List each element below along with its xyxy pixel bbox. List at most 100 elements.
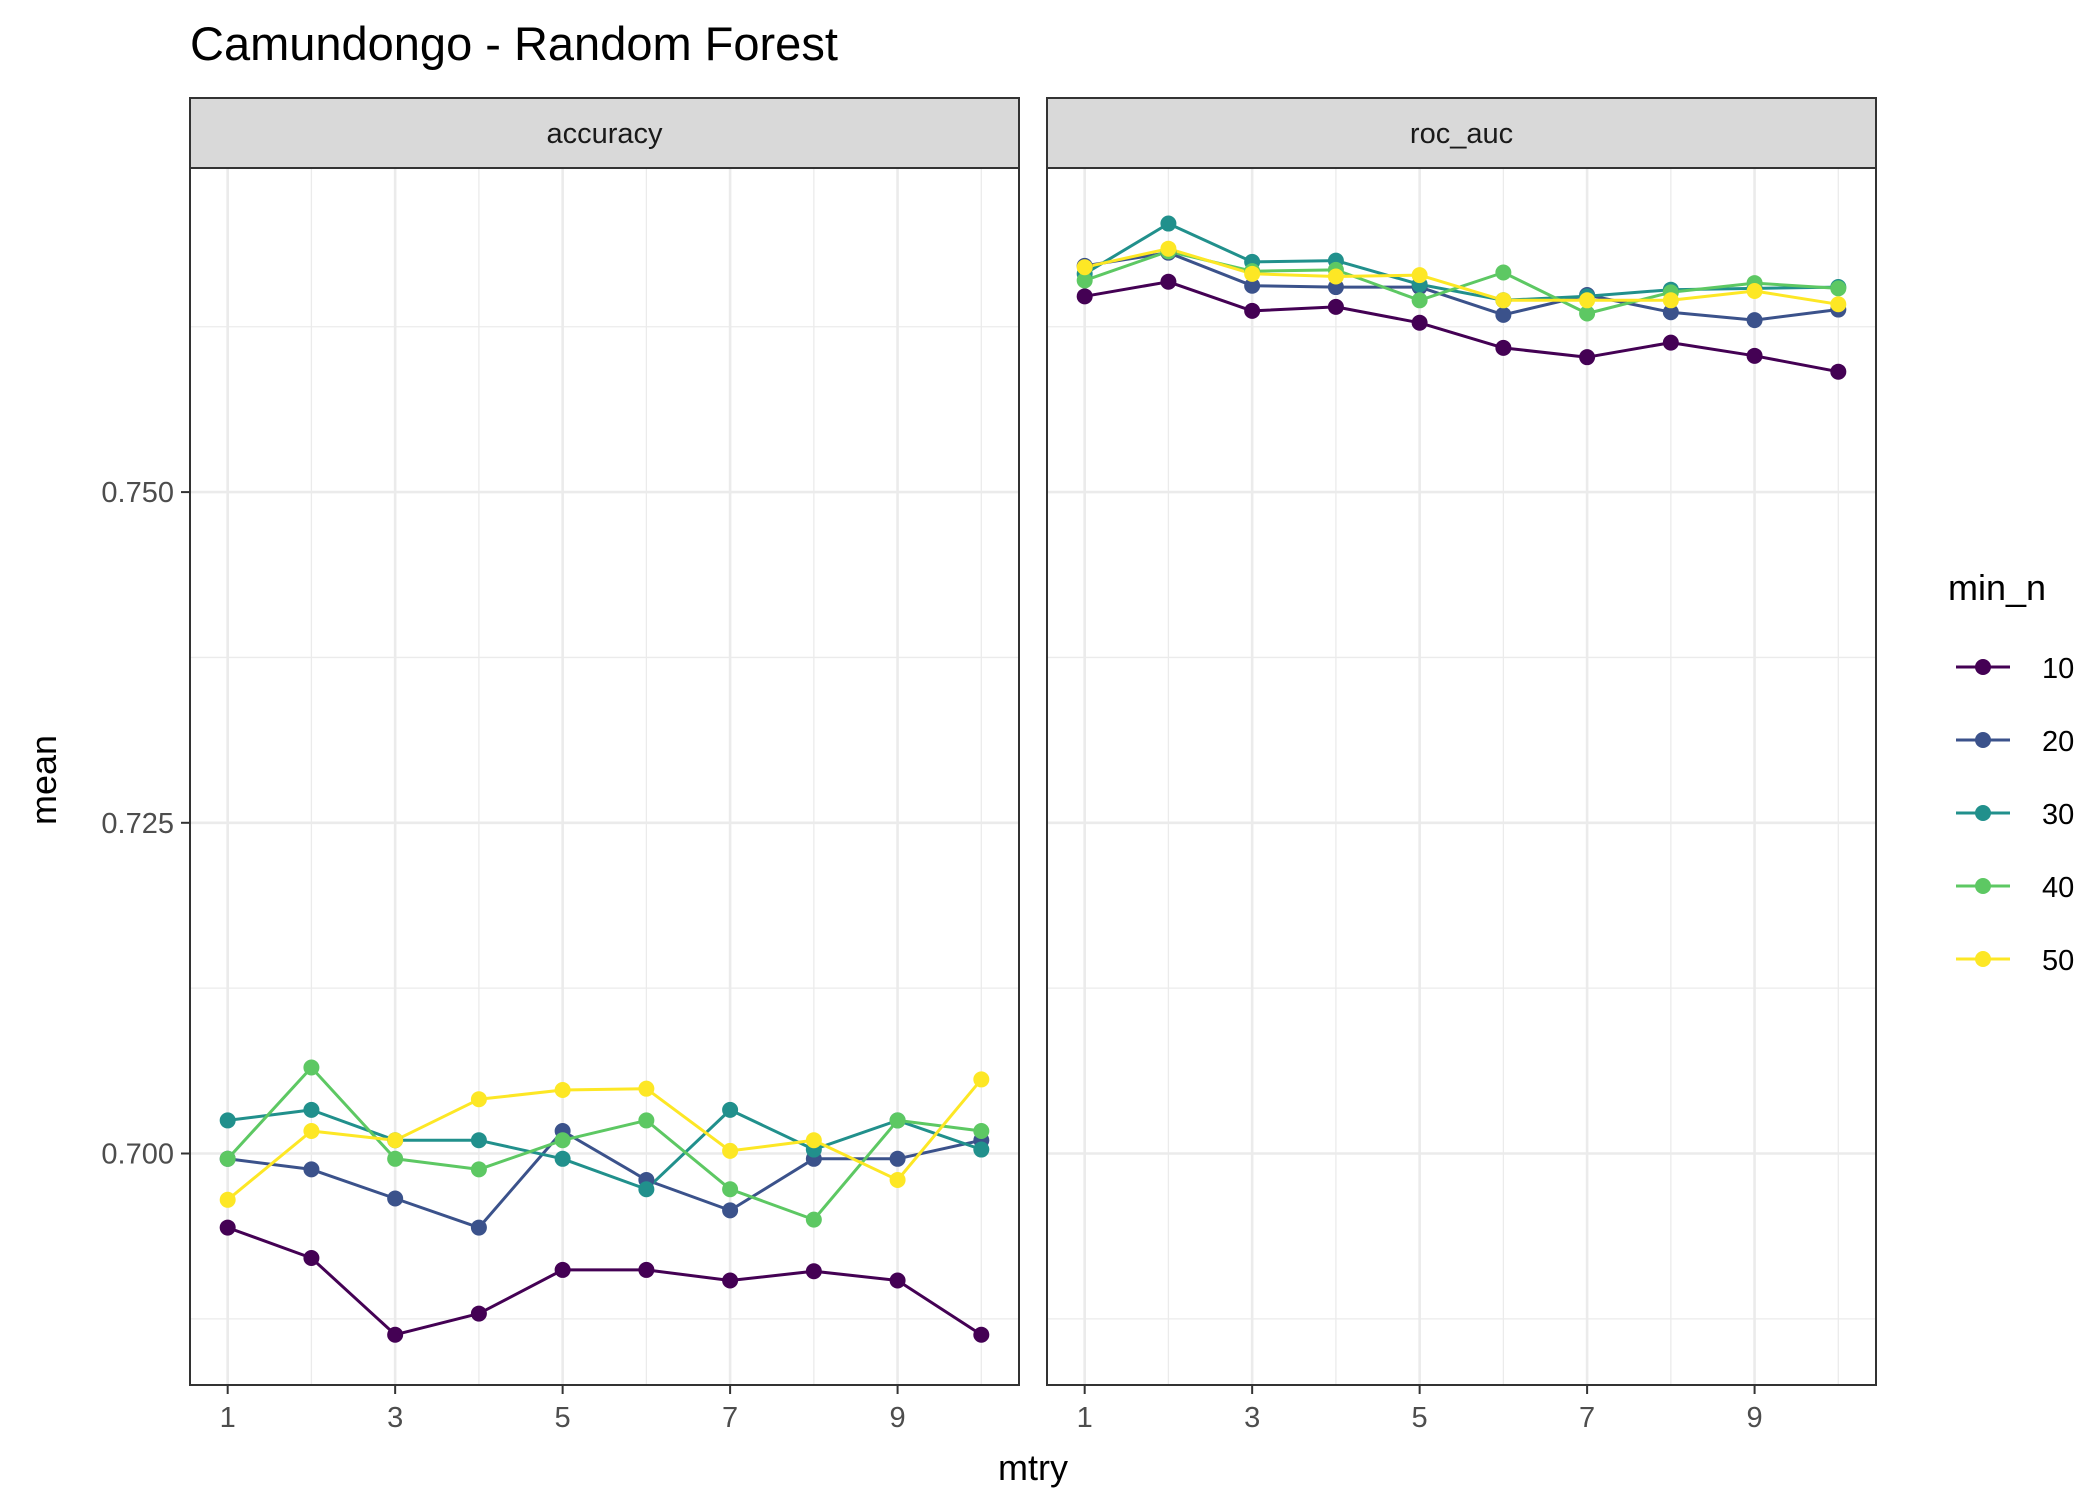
facet-panels: accuracy 1 3 5 7 9 0.700 0.725 0.750 roc_auc 1 3 5 7 9 — [101, 97, 1877, 1434]
legend-item-10: 10 — [1956, 653, 2074, 685]
panel-background — [1046, 167, 1877, 1386]
data-point-40 — [303, 1059, 320, 1076]
data-point-20 — [722, 1202, 739, 1219]
facet-strip-label: roc_auc — [1410, 118, 1513, 150]
x-tick-label: 9 — [1747, 1402, 1763, 1434]
data-point-10 — [1579, 349, 1596, 366]
data-point-40 — [973, 1123, 990, 1140]
data-point-10 — [973, 1326, 990, 1343]
legend-item-30: 30 — [1956, 799, 2074, 831]
legend-item-50: 50 — [1956, 945, 2074, 977]
data-point-40 — [470, 1161, 487, 1178]
y-tick-label: 0.725 — [101, 808, 174, 840]
data-point-40 — [1495, 264, 1512, 281]
series-line-40 — [226, 1066, 982, 1222]
data-point-10 — [889, 1272, 906, 1289]
data-point-20 — [470, 1219, 487, 1236]
data-point-10 — [1495, 339, 1512, 356]
data-point-30 — [554, 1150, 571, 1167]
data-point-50 — [387, 1132, 404, 1149]
data-point-10 — [554, 1261, 571, 1278]
data-point-40 — [1579, 305, 1596, 322]
legend-item-20: 20 — [1956, 726, 2074, 758]
data-point-10 — [1830, 363, 1847, 380]
series-line-10 — [1084, 280, 1839, 374]
y-axis-title: mean — [23, 735, 64, 825]
data-point-10 — [638, 1261, 655, 1278]
data-point-40 — [554, 1132, 571, 1149]
data-point-10 — [1411, 314, 1428, 331]
data-point-20 — [303, 1161, 320, 1178]
data-point-50 — [1411, 267, 1428, 284]
facet-strip — [1046, 97, 1877, 169]
legend-label: 40 — [2042, 872, 2074, 904]
x-tick-label: 1 — [1077, 1402, 1093, 1434]
x-tick-label: 5 — [555, 1402, 571, 1434]
facet-panel-roc_auc: roc_auc 1 3 5 7 9 — [1046, 97, 1877, 1434]
series-line-20 — [1084, 251, 1839, 322]
data-point-30 — [638, 1181, 655, 1198]
data-point-20 — [889, 1150, 906, 1167]
series-line-50 — [1084, 247, 1839, 306]
data-point-40 — [1411, 292, 1428, 309]
data-point-10 — [1244, 302, 1261, 319]
data-point-10 — [303, 1250, 320, 1267]
data-point-40 — [1076, 272, 1093, 289]
x-axis-title: mtry — [998, 1447, 1068, 1488]
x-tick-label: 1 — [220, 1402, 236, 1434]
legend-key-point — [1975, 951, 1991, 967]
data-point-50 — [303, 1123, 320, 1140]
legend-key-point — [1975, 805, 1991, 821]
y-tick-label: 0.700 — [101, 1139, 174, 1171]
legend-key-point — [1975, 878, 1991, 894]
data-point-20 — [1244, 277, 1261, 294]
data-point-50 — [1327, 268, 1344, 285]
legend-label: 20 — [2042, 726, 2074, 758]
data-point-50 — [1076, 259, 1093, 276]
data-point-10 — [1662, 334, 1679, 351]
data-point-20 — [1662, 304, 1679, 321]
legend: min_n 10 20 30 40 50 — [1948, 567, 2074, 977]
x-tick-label: 9 — [890, 1402, 906, 1434]
data-point-30 — [470, 1132, 487, 1149]
legend-label: 50 — [2042, 945, 2074, 977]
facet-panel-accuracy: accuracy 1 3 5 7 9 0.700 0.725 0.750 — [101, 97, 1020, 1434]
x-tick-label: 7 — [722, 1402, 738, 1434]
data-point-10 — [219, 1219, 236, 1236]
series-line-10 — [227, 1226, 983, 1337]
data-point-50 — [1662, 292, 1679, 309]
facet-strip-label: accuracy — [546, 118, 663, 150]
data-point-50 — [1160, 240, 1177, 257]
legend-key-point — [1975, 659, 1991, 675]
data-point-10 — [722, 1272, 739, 1289]
data-point-40 — [805, 1211, 822, 1228]
x-tick-label: 3 — [1244, 1402, 1260, 1434]
data-point-50 — [1495, 292, 1512, 309]
data-point-50 — [1244, 265, 1261, 282]
data-point-20 — [1495, 306, 1512, 323]
data-point-30 — [303, 1101, 320, 1118]
data-point-40 — [1830, 280, 1847, 297]
x-tick-label: 7 — [1579, 1402, 1595, 1434]
series-line-50 — [226, 1078, 983, 1201]
data-point-30 — [1160, 215, 1177, 232]
legend-items: 10 20 30 40 50 — [1956, 653, 2074, 977]
y-tick-label: 0.750 — [101, 477, 174, 509]
data-point-10 — [387, 1326, 404, 1343]
data-point-10 — [470, 1305, 487, 1322]
data-point-50 — [219, 1191, 236, 1208]
data-point-10 — [1746, 347, 1763, 364]
legend-title: min_n — [1948, 567, 2046, 608]
data-point-50 — [1746, 283, 1763, 300]
data-point-50 — [889, 1171, 906, 1188]
data-point-10 — [1076, 288, 1093, 305]
data-point-50 — [554, 1082, 571, 1099]
data-point-50 — [805, 1132, 822, 1149]
data-point-10 — [1327, 298, 1344, 315]
data-point-50 — [722, 1142, 739, 1159]
data-point-50 — [1579, 292, 1596, 309]
x-tick-label: 5 — [1412, 1402, 1428, 1434]
data-point-30 — [722, 1101, 739, 1118]
data-point-20 — [1746, 312, 1763, 329]
